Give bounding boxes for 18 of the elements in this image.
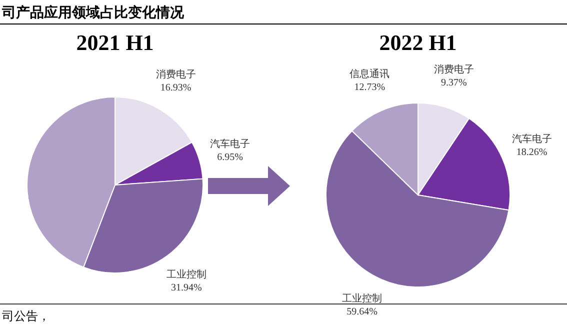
slice-label: 工业控制 [342,292,382,305]
data-label: 31.94% [171,282,202,294]
text: 司公告， [2,309,50,323]
data-label: 18.26% [516,146,548,158]
slice-label: 消费电子 [156,68,196,81]
text: 司产品应用领域占比变化情况 [1,4,185,21]
slice-label: 汽车电子 [512,132,552,145]
slice-label: 信息通讯 [350,68,390,80]
slice-label: 消费电子 [434,63,474,76]
data-label: 6.95% [217,152,243,163]
chart-title: 2022 H1 [379,30,457,55]
slice-label: 汽车电子 [210,138,250,150]
data-label: 9.37% [441,77,467,88]
chart-title: 2021 H1 [76,30,154,55]
data-label: 12.73% [354,82,386,93]
data-label: 16.93% [160,82,192,94]
slice-label: 工业控制 [166,268,206,280]
data-label: 59.64% [346,306,378,318]
